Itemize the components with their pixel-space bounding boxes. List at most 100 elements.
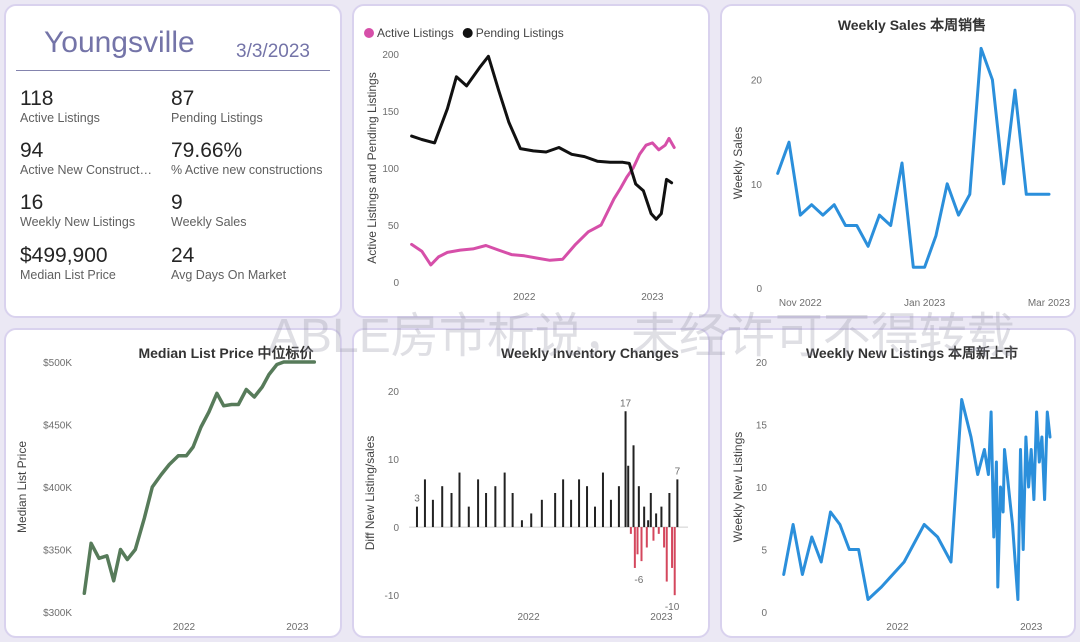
median-price-chart: Median List Price 中位标价 $300K $350K $400K $45… [15,345,317,633]
bar [494,486,497,528]
data-point [90,542,92,544]
data-point [126,558,128,561]
data-point [119,548,122,551]
x-tick-label: 2022 [173,622,196,633]
data-point [867,598,869,601]
bar [570,499,573,528]
data-point [562,258,564,260]
data-point [113,580,115,582]
y-tick-label: 10 [751,180,763,191]
data-point [788,141,790,143]
data-point [1022,548,1024,551]
data-point [844,224,847,227]
data-point [1006,473,1008,476]
data-point [472,248,474,250]
legend-marker [462,28,473,38]
data-point [1011,523,1014,526]
data-point [991,79,994,81]
bar [668,493,671,528]
y-tick-label: -10 [385,591,400,602]
bar [671,527,674,568]
data-point [936,536,939,538]
y-tick-label: 50 [388,221,400,232]
bar [624,411,627,528]
data-point [446,251,449,253]
x-tick-label: 2022 [517,612,540,623]
data-point [283,361,285,363]
data-point [946,183,948,185]
bar [640,527,643,562]
data-point [430,264,432,266]
bar [431,499,434,528]
active-pending-chart-card: 0 50 100 150 200 2022 2023 Active Listings and … [352,4,710,318]
bar [458,472,461,528]
data-point [291,361,293,363]
median-price-chart-card: Median List Price 中位标价 $300K $350K $400K $45… [4,328,342,638]
data-point [660,213,662,215]
data-point [642,190,645,192]
bar [415,506,418,528]
chart-title: Weekly Inventory Changes [501,345,679,361]
data-point [1014,89,1016,91]
data-point [151,486,153,488]
data-point [237,403,239,406]
y-axis-label: Weekly Sales [731,127,745,199]
y-tick-label: $400K [43,483,72,494]
bar [578,479,581,528]
bar [633,527,636,568]
data-point [923,523,925,526]
bar [586,486,589,528]
data-point [799,214,801,216]
data-point [208,411,210,413]
data-point [848,548,850,551]
data-point [498,249,500,251]
y-axis-label: Median List Price [15,441,29,533]
data-point [822,214,824,216]
data-point [596,160,598,162]
data-point [839,523,841,526]
y-tick-label: 20 [756,358,768,369]
data-point [134,548,136,551]
city-title: Youngsville [44,26,195,59]
data-point [106,555,108,557]
data-point [583,156,586,158]
y-axis-label: Active Listings and Pending Listings [365,72,379,263]
bar [647,520,650,528]
data-label: 3 [414,494,420,505]
data-point [245,388,247,391]
data-point [1003,183,1005,185]
data-point [969,193,971,195]
y-tick-label: 0 [756,284,762,295]
y-tick-label: 20 [388,387,400,398]
y-tick-label: 10 [388,455,400,466]
data-point [302,361,304,363]
data-point [820,561,822,563]
data-point [313,361,315,363]
data-label: -6 [634,575,643,586]
data-point [1030,448,1032,451]
kpi-weekly-sales: 9 Weekly Sales [171,190,247,229]
y-tick-label: 0 [393,278,399,289]
data-point [1048,193,1050,195]
kpi-label: Avg Days On Market [171,268,287,282]
bar [665,527,668,582]
data-point [673,146,675,149]
data-point [987,473,990,476]
data-point [993,536,995,538]
kpi-value: 16 [20,191,44,214]
bar [660,506,663,528]
data-point [665,178,668,180]
y-tick-label: 150 [382,107,399,118]
data-point [970,436,972,438]
bar [520,520,523,528]
data-point [650,213,652,215]
new-listings-chart-card: Weekly New Listings 本周新上市 0 5 10 15 20 2022 202… [720,328,1076,638]
kpi-value: $499,900 [20,244,108,267]
data-point [980,47,982,50]
data-point [997,586,999,588]
data-point [1019,448,1022,451]
active-pending-chart: 0 50 100 150 200 2022 2023 Active Listings and … [364,26,676,303]
bar [609,499,612,528]
data-point [655,218,657,220]
kpi-median-list-price: $499,900 Median List Price [20,243,116,282]
